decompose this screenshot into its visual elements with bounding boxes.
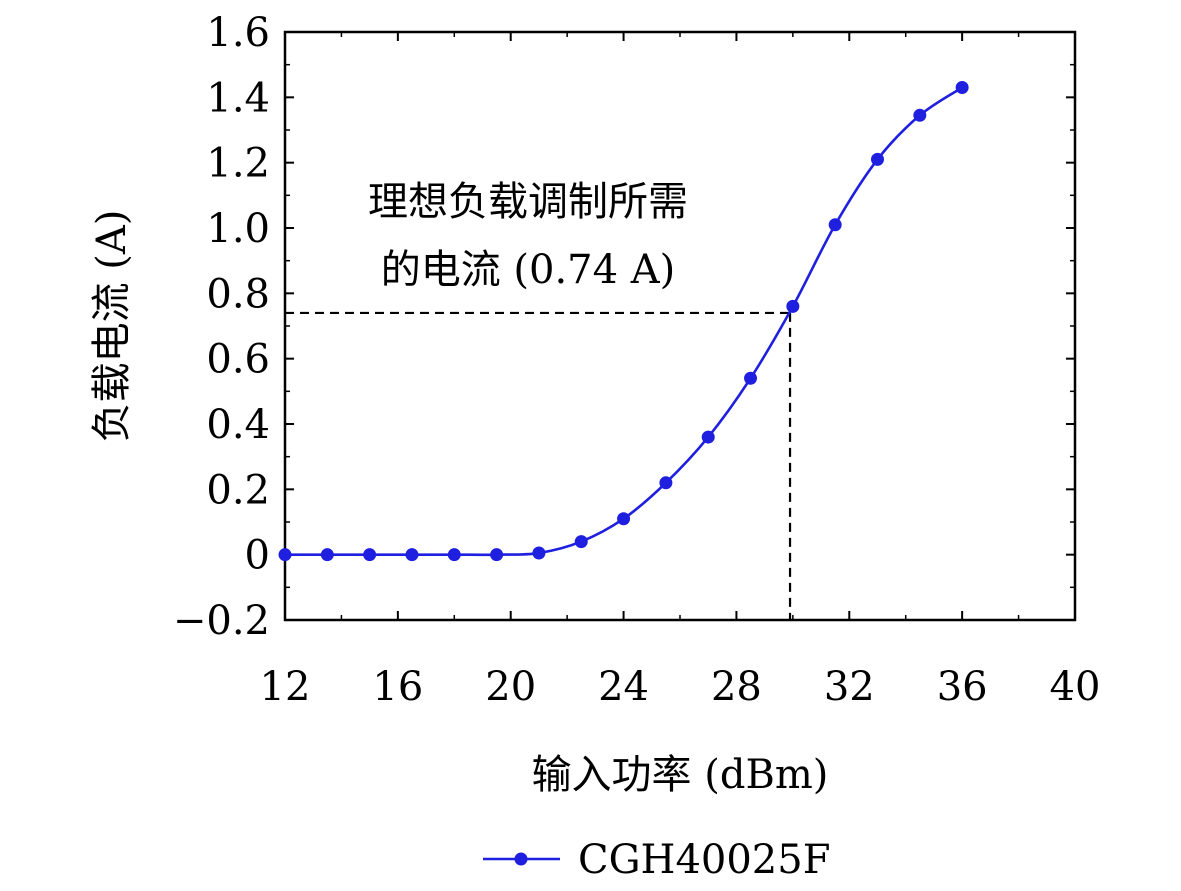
data-point: [955, 81, 969, 95]
y-tick-label: 0.8: [206, 271, 270, 317]
data-point: [701, 430, 715, 444]
x-tick-label: 24: [598, 664, 649, 710]
y-tick-label: 1.6: [206, 10, 270, 56]
x-axis: 12 16 20 24 28 32 36 40: [260, 32, 1101, 710]
y-tick-label: 0.2: [206, 467, 270, 513]
data-point: [828, 218, 842, 232]
data-point: [786, 299, 800, 313]
data-point: [871, 152, 884, 166]
data-point: [913, 108, 927, 122]
x-tick-label: 36: [937, 664, 988, 710]
x-tick-label: 32: [824, 664, 875, 710]
legend: CGH40025F: [483, 837, 830, 883]
data-point: [574, 535, 588, 549]
plot-frame: [283, 30, 1077, 622]
y-axis-label: 负载电流 (A): [89, 210, 135, 443]
data-point: [405, 548, 419, 562]
y-tick-label: 0: [245, 533, 270, 579]
data-point: [490, 548, 504, 562]
series-line-cgh40025f: [285, 86, 963, 557]
legend-marker: [514, 852, 528, 866]
y-axis: 1.6 1.4 1.2 1.0 0.8 0.6 0.4 0.2 0 −0.2: [173, 10, 1075, 644]
x-tick-label: 16: [372, 664, 423, 710]
data-point: [447, 548, 461, 562]
data-point: [278, 548, 292, 562]
x-tick-label: 12: [260, 664, 311, 710]
y-tick-label: −0.2: [173, 598, 270, 644]
annotation-line2: 的电流 (0.74 A): [381, 247, 676, 293]
x-tick-label: 20: [485, 664, 536, 710]
x-tick-label: 28: [711, 664, 762, 710]
data-point: [659, 476, 673, 490]
data-point: [744, 371, 758, 385]
reference-lines: [285, 311, 792, 620]
y-tick-label: 1.2: [206, 141, 270, 187]
y-tick-label: 0.6: [206, 337, 270, 383]
y-tick-label: 0.4: [206, 402, 270, 448]
data-point: [617, 512, 631, 526]
x-axis-label: 输入功率 (dBm): [532, 752, 829, 798]
data-point: [532, 546, 546, 560]
x-tick-label: 40: [1050, 664, 1101, 710]
data-point: [320, 548, 334, 562]
data-point: [363, 548, 377, 562]
annotation-line1: 理想负载调制所需: [368, 179, 688, 225]
y-tick-label: 1.0: [206, 206, 270, 252]
y-tick-label: 1.4: [206, 75, 270, 121]
legend-label: CGH40025F: [578, 837, 830, 883]
series-markers: [278, 81, 969, 562]
